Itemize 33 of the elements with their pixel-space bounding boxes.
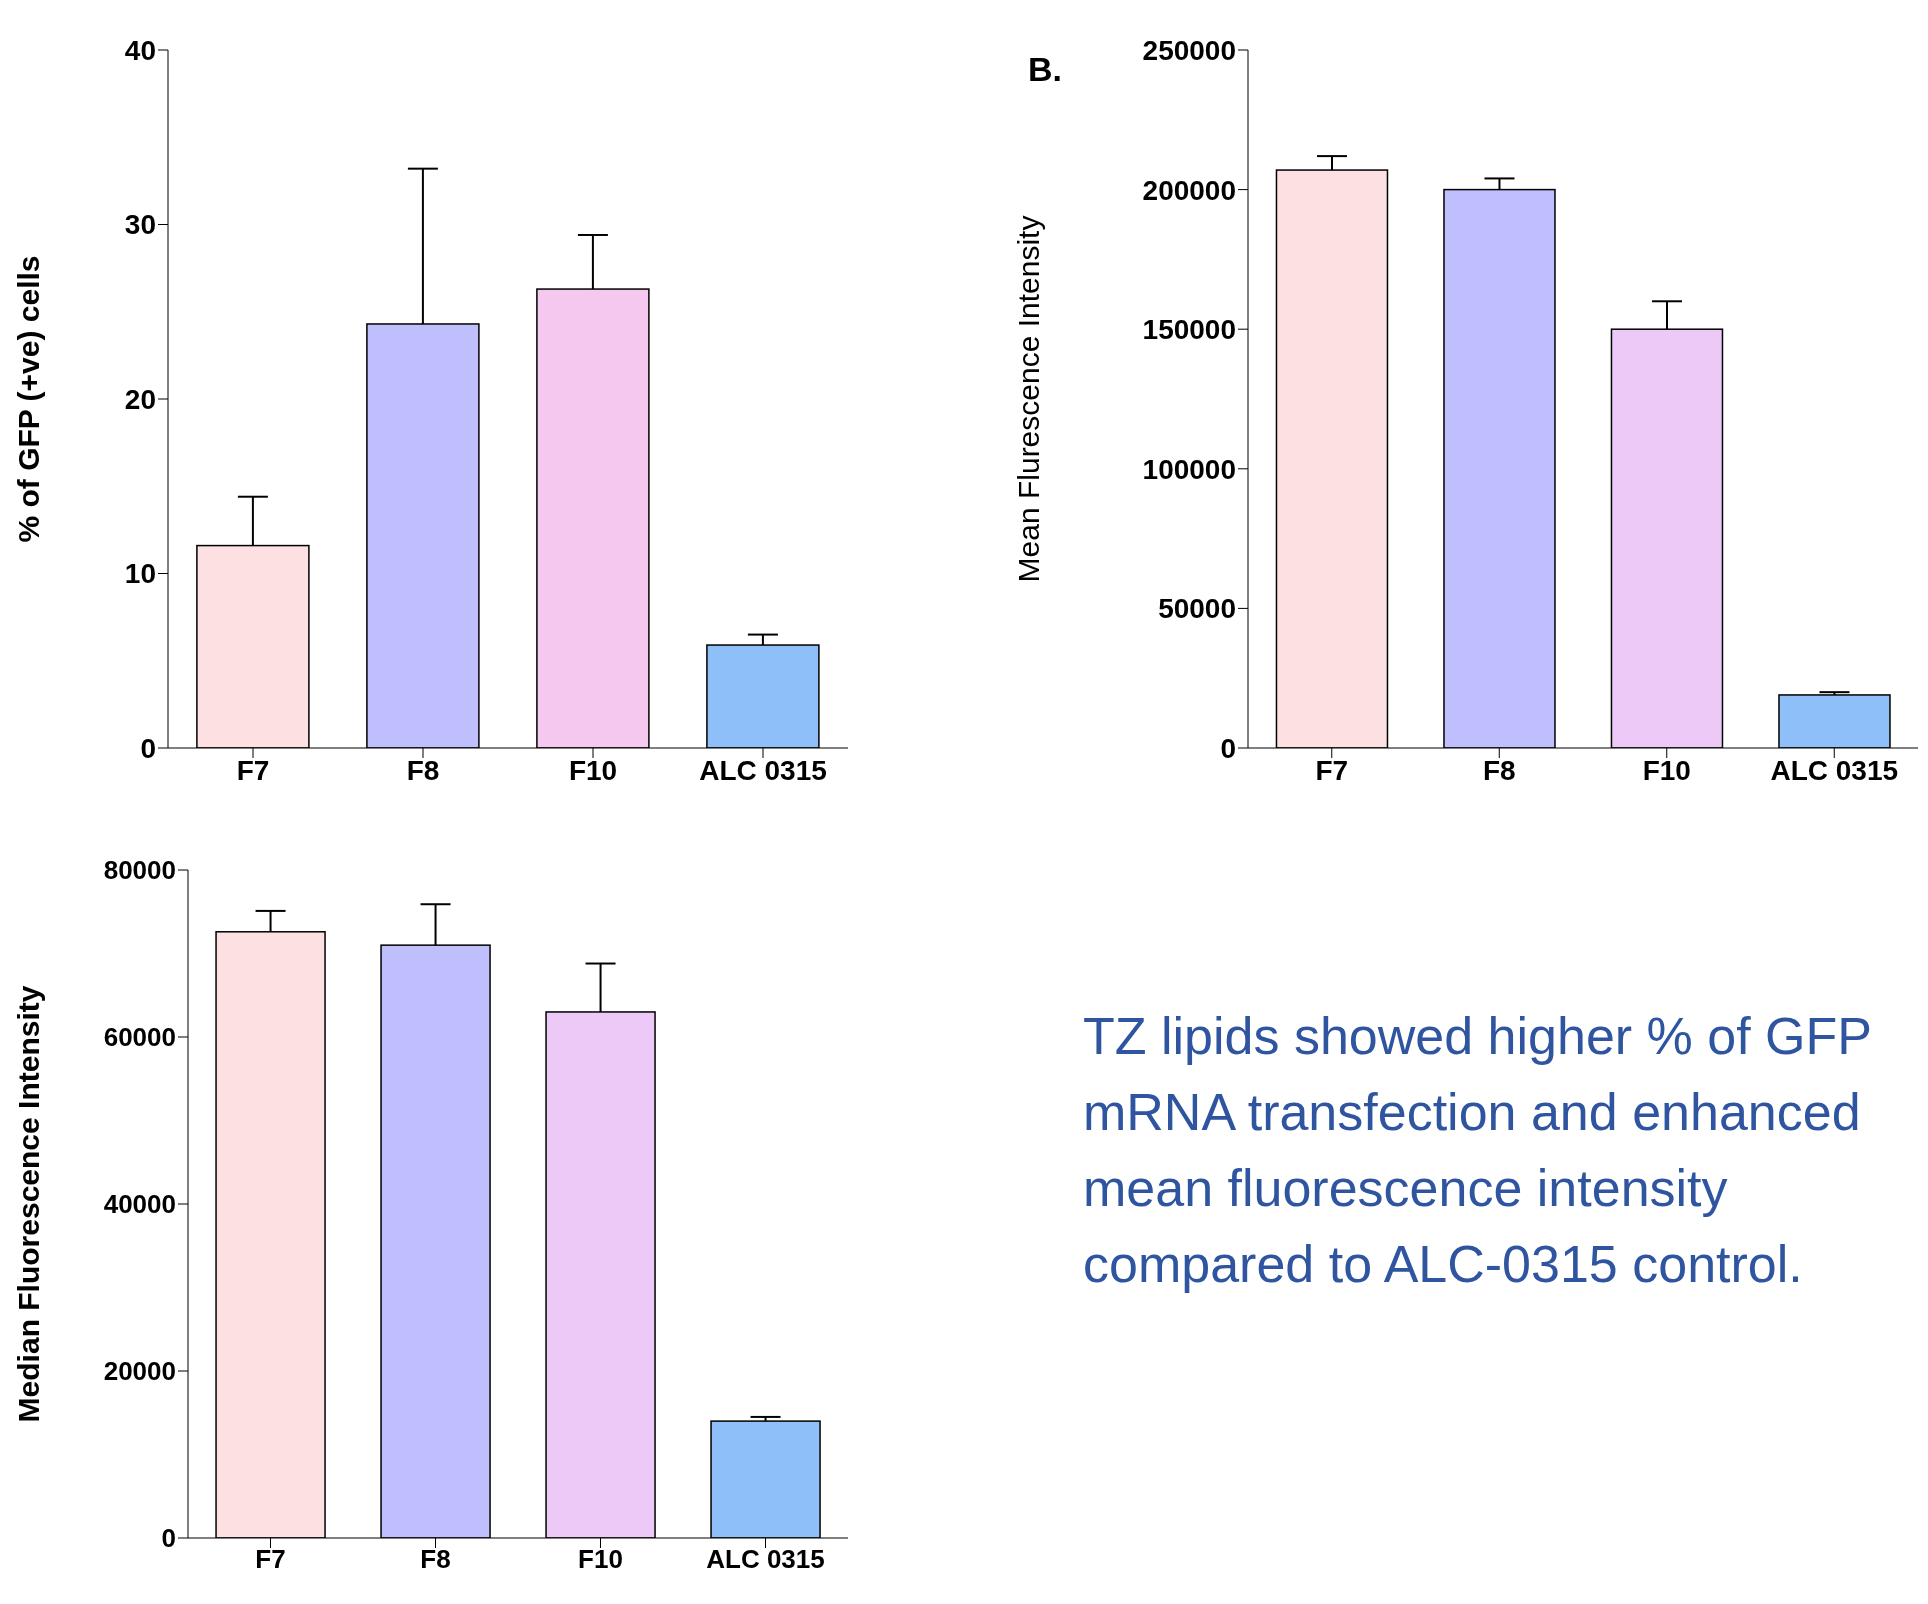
y-tick-label: 20000 xyxy=(103,1356,176,1387)
x-tick-label: F7 xyxy=(1315,754,1349,786)
y-tick-label: 10 xyxy=(124,558,156,590)
x-tick-label: F8 xyxy=(406,754,440,786)
y-tick-label: 100000 xyxy=(1142,453,1236,485)
y-tick-label: 30 xyxy=(124,209,156,241)
y-tick-label: 0 xyxy=(161,1523,176,1554)
x-tick-label: F10 xyxy=(568,754,618,786)
y-axis-title: Median Fluorescence Intensity xyxy=(11,985,45,1423)
y-axis-title: Mean Flurescence Intensity xyxy=(1011,215,1045,583)
x-tick-label: F10 xyxy=(578,1544,623,1575)
x-tick-label: F8 xyxy=(420,1544,451,1575)
y-tick-label: 50000 xyxy=(1158,593,1236,625)
x-tick-label: ALC 0315 xyxy=(699,754,827,786)
y-tick-label: 250000 xyxy=(1142,34,1236,66)
y-tick-label: 200000 xyxy=(1142,174,1236,206)
y-tick-label: 20 xyxy=(124,383,156,415)
x-tick-label: F8 xyxy=(1482,754,1516,786)
x-tick-label: F7 xyxy=(236,754,270,786)
y-tick-label: 40 xyxy=(124,34,156,66)
y-tick-label: 0 xyxy=(1220,732,1236,764)
y-tick-label: 40000 xyxy=(103,1189,176,1220)
x-tick-label: F10 xyxy=(1642,754,1691,786)
chart-title: B. xyxy=(1028,50,1062,89)
y-tick-label: 0 xyxy=(140,732,156,764)
x-tick-label: F7 xyxy=(255,1544,286,1575)
text: TZ lipids showed higher % of GFP mRNA transfection and enhanced mean fluorescence intensity compared to ALC-0315 control. xyxy=(1083,1006,1873,1295)
x-tick-label: ALC 0315 xyxy=(706,1544,825,1575)
y-tick-label: 150000 xyxy=(1142,314,1236,346)
y-tick-label: 80000 xyxy=(103,855,176,886)
y-tick-label: 60000 xyxy=(103,1022,176,1053)
x-tick-label: ALC 0315 xyxy=(1770,754,1899,786)
y-axis-title: % of GFP (+ve) cells xyxy=(11,255,45,543)
